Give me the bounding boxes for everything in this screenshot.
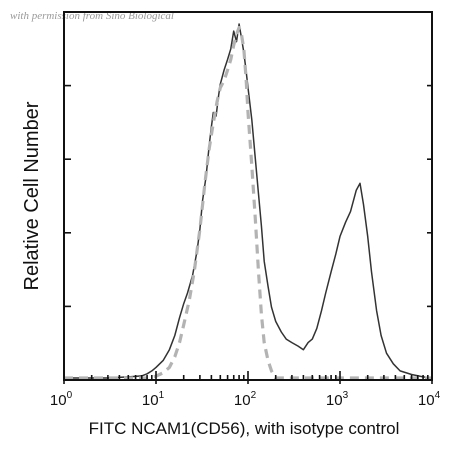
x-tick-label-exponent: 0 [67,390,73,401]
x-tick-label-base: 10 [326,392,343,409]
x-axis-label: FITC NCAM1(CD56), with isotype control [89,419,400,438]
x-tick-label-base: 10 [142,392,159,409]
x-tick-label: 100 [50,390,73,409]
series-layer [64,23,433,380]
x-tick-label: 102 [234,390,257,409]
sample-curve [64,23,433,379]
isotype-control-curve [64,25,432,380]
x-tick-label: 103 [326,390,349,409]
y-axis-label: Relative Cell Number [21,101,43,290]
x-tick-label-base: 10 [50,392,67,409]
x-tick-label-exponent: 1 [159,390,165,401]
plot-frame [63,11,433,381]
axes-layer: 100 101 102 103 104 [50,11,441,409]
x-tick-label: 104 [418,390,441,409]
x-tick-label-base: 10 [418,392,435,409]
x-tick-label: 101 [142,390,165,409]
x-tick-label-base: 10 [234,392,251,409]
x-tick-label-exponent: 2 [251,390,257,401]
x-tick-label-exponent: 4 [435,390,441,401]
x-tick-label-exponent: 3 [343,390,349,401]
